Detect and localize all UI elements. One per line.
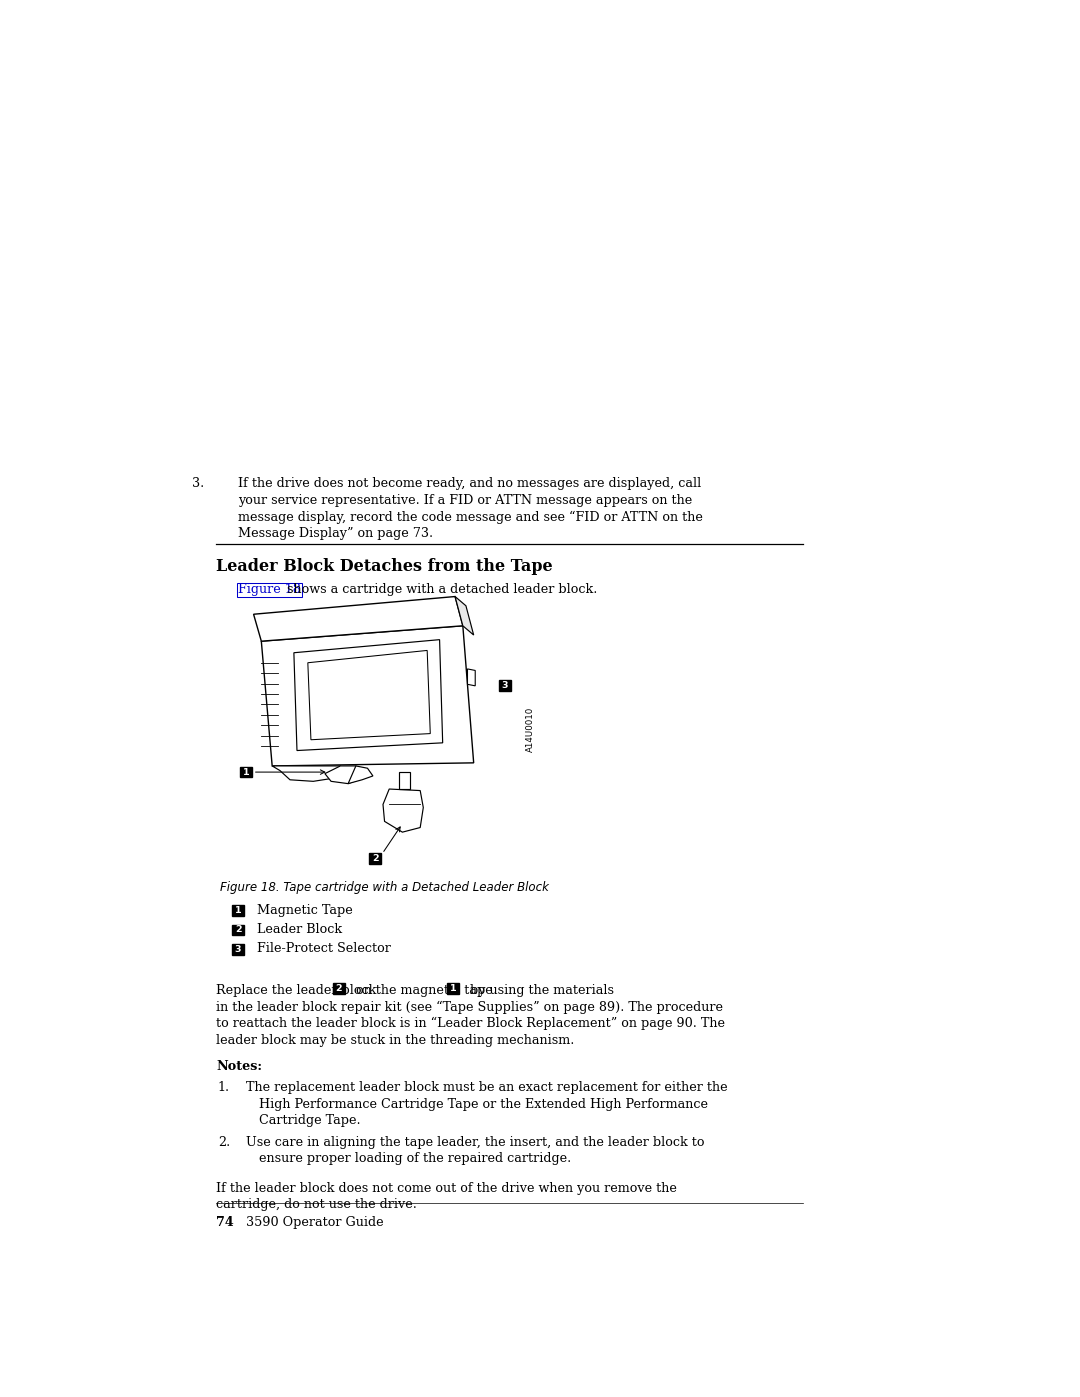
Polygon shape <box>455 597 474 636</box>
Text: 2.: 2. <box>218 1136 230 1148</box>
Text: Use care in aligning the tape leader, the insert, and the leader block to: Use care in aligning the tape leader, th… <box>246 1136 704 1148</box>
FancyBboxPatch shape <box>232 925 244 936</box>
Polygon shape <box>383 789 423 833</box>
FancyBboxPatch shape <box>232 905 244 916</box>
Text: Magnetic Tape: Magnetic Tape <box>257 904 352 916</box>
Text: A14U0010: A14U0010 <box>526 707 535 753</box>
Text: 1: 1 <box>243 767 249 777</box>
Polygon shape <box>468 669 475 686</box>
Text: Message Display” on page 73.: Message Display” on page 73. <box>238 527 433 539</box>
Text: shows a cartridge with a detached leader block.: shows a cartridge with a detached leader… <box>283 584 597 597</box>
Text: Notes:: Notes: <box>216 1060 262 1073</box>
Text: Figure 18: Figure 18 <box>238 584 301 597</box>
Text: File-Protect Selector: File-Protect Selector <box>257 943 391 956</box>
Text: cartridge, do not use the drive.: cartridge, do not use the drive. <box>216 1199 417 1211</box>
Polygon shape <box>308 651 430 740</box>
Text: 74: 74 <box>216 1217 234 1229</box>
Polygon shape <box>272 766 348 781</box>
Text: The replacement leader block must be an exact replacement for either the: The replacement leader block must be an … <box>246 1081 728 1094</box>
FancyBboxPatch shape <box>333 983 345 995</box>
Text: Leader Block: Leader Block <box>257 923 341 936</box>
FancyBboxPatch shape <box>232 944 244 954</box>
Text: message display, record the code message and see “FID or ATTN on the: message display, record the code message… <box>238 510 703 524</box>
FancyBboxPatch shape <box>499 680 511 692</box>
Text: by using the materials: by using the materials <box>465 983 613 997</box>
Text: your service representative. If a FID or ATTN message appears on the: your service representative. If a FID or… <box>238 493 692 507</box>
Text: 3.: 3. <box>191 478 204 490</box>
Text: 3: 3 <box>234 944 241 954</box>
Text: 1: 1 <box>234 907 242 915</box>
Text: 2: 2 <box>336 985 342 993</box>
Text: 3590 Operator Guide: 3590 Operator Guide <box>246 1217 383 1229</box>
FancyBboxPatch shape <box>447 983 459 995</box>
Text: 2: 2 <box>372 854 379 863</box>
Text: If the drive does not become ready, and no messages are displayed, call: If the drive does not become ready, and … <box>238 478 701 490</box>
Text: ensure proper loading of the repaired cartridge.: ensure proper loading of the repaired ca… <box>259 1153 571 1165</box>
Text: 1: 1 <box>449 985 456 993</box>
Text: 1.: 1. <box>218 1081 230 1094</box>
Polygon shape <box>348 766 373 784</box>
Text: Figure 18. Tape cartridge with a Detached Leader Block: Figure 18. Tape cartridge with a Detache… <box>220 882 549 894</box>
Polygon shape <box>261 626 474 766</box>
Polygon shape <box>254 597 463 641</box>
FancyBboxPatch shape <box>369 854 381 863</box>
Text: Replace the leader block: Replace the leader block <box>216 983 381 997</box>
Text: 2: 2 <box>234 925 242 935</box>
Text: Leader Block Detaches from the Tape: Leader Block Detaches from the Tape <box>216 557 553 576</box>
Text: in the leader block repair kit (see “Tape Supplies” on page 89). The procedure: in the leader block repair kit (see “Tap… <box>216 1000 724 1014</box>
Text: leader block may be stuck in the threading mechanism.: leader block may be stuck in the threadi… <box>216 1034 575 1046</box>
Text: Cartridge Tape.: Cartridge Tape. <box>259 1115 361 1127</box>
Polygon shape <box>325 766 362 784</box>
Polygon shape <box>294 640 443 750</box>
Text: High Performance Cartridge Tape or the Extended High Performance: High Performance Cartridge Tape or the E… <box>259 1098 708 1111</box>
Text: 3: 3 <box>501 682 508 690</box>
FancyBboxPatch shape <box>240 767 252 778</box>
Text: on the magnetic tape: on the magnetic tape <box>352 983 497 997</box>
Text: to reattach the leader block is in “Leader Block Replacement” on page 90. The: to reattach the leader block is in “Lead… <box>216 1017 726 1030</box>
Text: If the leader block does not come out of the drive when you remove the: If the leader block does not come out of… <box>216 1182 677 1194</box>
